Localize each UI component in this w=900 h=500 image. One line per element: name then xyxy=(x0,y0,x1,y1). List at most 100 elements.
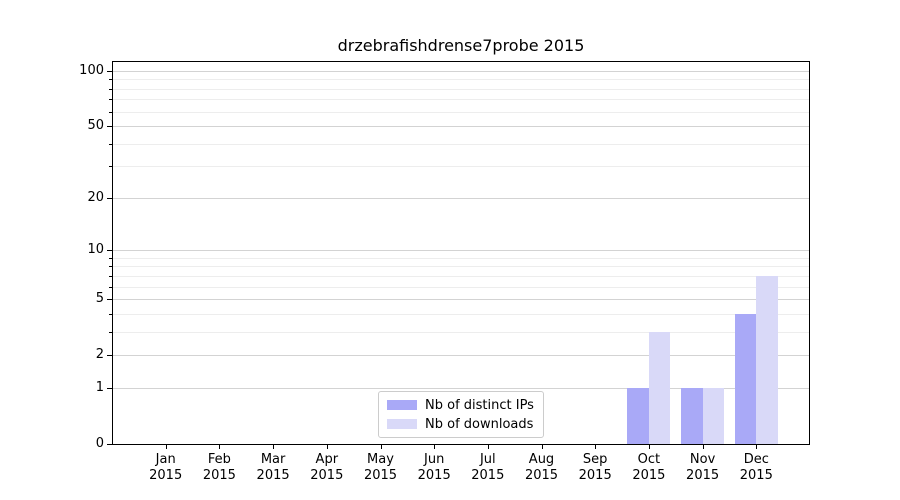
x-tick-mark xyxy=(541,445,543,449)
bar-distinct-ips xyxy=(734,313,757,444)
minor-gridline xyxy=(113,143,809,145)
x-tick-year: 2015 xyxy=(471,467,505,483)
y-tick-label: 0 xyxy=(95,436,104,451)
x-tick-month: May xyxy=(367,452,394,467)
bar-distinct-ips xyxy=(681,387,703,444)
y-tick-mark xyxy=(107,444,112,445)
x-tick-month: Oct xyxy=(637,452,661,467)
major-gridline xyxy=(113,197,809,199)
x-tick-mark xyxy=(756,445,758,449)
legend-swatch xyxy=(387,400,417,410)
y-tick-mark xyxy=(107,197,112,199)
x-tick-year: 2015 xyxy=(686,467,720,483)
legend-label: Nb of distinct IPs xyxy=(425,397,534,413)
x-tick-mark xyxy=(219,445,221,449)
major-gridline xyxy=(113,250,809,252)
x-tick-year: 2015 xyxy=(524,467,559,483)
x-tick-year: 2015 xyxy=(202,467,236,483)
x-tick-month: Aug xyxy=(528,452,555,467)
minor-gridline xyxy=(113,286,809,288)
minor-gridline xyxy=(113,331,809,333)
x-tick-year: 2015 xyxy=(578,467,612,483)
x-tick-year: 2015 xyxy=(417,467,451,483)
x-tick-year: 2015 xyxy=(256,467,290,483)
y-minor-tick-mark xyxy=(109,79,112,81)
x-tick-month: Feb xyxy=(207,452,231,467)
y-minor-tick-mark xyxy=(109,166,112,168)
y-minor-tick-mark xyxy=(109,257,112,259)
minor-gridline xyxy=(113,111,809,113)
y-minor-tick-mark xyxy=(109,266,112,268)
x-tick-year: 2015 xyxy=(310,467,344,483)
y-minor-tick-mark xyxy=(109,111,112,113)
x-tick-label: Oct 2015 xyxy=(617,452,681,483)
x-tick-year: 2015 xyxy=(632,467,666,483)
y-minor-tick-mark xyxy=(109,331,112,333)
x-tick-month: Sep xyxy=(582,452,608,467)
y-tick-label: 1 xyxy=(95,379,104,395)
x-tick-label: Sep 2015 xyxy=(563,452,627,483)
y-tick-mark xyxy=(107,387,112,389)
x-tick-mark xyxy=(165,445,167,449)
x-tick-label: Nov 2015 xyxy=(671,452,735,483)
x-tick-label: Jun 2015 xyxy=(402,452,466,483)
y-tick-label: 20 xyxy=(87,189,104,205)
x-tick-month: Dec xyxy=(743,452,769,467)
x-tick-month: Mar xyxy=(260,452,286,467)
x-tick-label: Mar 2015 xyxy=(241,452,305,483)
y-tick-label: 50 xyxy=(87,118,104,133)
x-tick-label: Jan 2015 xyxy=(134,452,198,483)
y-tick-mark xyxy=(107,355,112,357)
minor-gridline xyxy=(113,166,809,168)
x-tick-mark xyxy=(648,445,650,449)
x-tick-month: Nov xyxy=(689,452,716,467)
x-tick-label: Aug 2015 xyxy=(510,452,574,483)
y-minor-tick-mark xyxy=(109,143,112,145)
legend-entry: Nb of downloads xyxy=(387,416,535,432)
minor-gridline xyxy=(113,79,809,81)
major-gridline xyxy=(113,70,809,72)
y-tick-mark xyxy=(107,299,112,301)
x-tick-month: Jan xyxy=(155,452,176,467)
y-minor-tick-mark xyxy=(109,88,112,90)
x-tick-label: Feb 2015 xyxy=(187,452,251,483)
x-tick-month: Jun xyxy=(424,452,445,467)
x-tick-month: Apr xyxy=(315,452,339,467)
x-tick-label: Dec 2015 xyxy=(724,452,788,483)
legend: Nb of distinct IPs Nb of downloads xyxy=(378,391,544,438)
bar-downloads xyxy=(702,387,725,444)
y-tick-label: 100 xyxy=(79,62,104,78)
x-tick-mark xyxy=(273,445,275,449)
minor-gridline xyxy=(113,257,809,259)
minor-gridline xyxy=(113,275,809,277)
y-tick-mark xyxy=(107,70,112,72)
y-tick-label: 10 xyxy=(87,242,104,258)
x-tick-mark xyxy=(487,445,489,449)
x-tick-label: Apr 2015 xyxy=(295,452,359,483)
chart-title: drzebrafishdrense7probe 2015 xyxy=(337,36,585,55)
y-tick-mark xyxy=(107,126,112,127)
major-gridline xyxy=(113,387,809,389)
legend-entry: Nb of distinct IPs xyxy=(387,397,535,413)
bar-downloads xyxy=(756,275,778,444)
legend-swatch xyxy=(387,419,417,429)
minor-gridline xyxy=(113,99,809,101)
x-tick-year: 2015 xyxy=(363,467,398,483)
y-minor-tick-mark xyxy=(109,313,112,315)
x-tick-label: May 2015 xyxy=(349,452,413,483)
major-gridline xyxy=(113,126,809,127)
x-tick-month: Jul xyxy=(479,452,496,467)
bar-distinct-ips xyxy=(627,387,649,444)
y-tick-label: 2 xyxy=(95,347,104,363)
x-tick-mark xyxy=(326,445,328,449)
legend-label: Nb of downloads xyxy=(425,416,534,432)
x-tick-mark xyxy=(702,445,704,449)
y-minor-tick-mark xyxy=(109,99,112,101)
y-minor-tick-mark xyxy=(109,275,112,277)
major-gridline xyxy=(113,355,809,357)
x-tick-mark xyxy=(595,445,597,449)
y-tick-mark xyxy=(107,250,112,252)
x-tick-year: 2015 xyxy=(739,467,773,483)
x-tick-label: Jul 2015 xyxy=(456,452,520,483)
